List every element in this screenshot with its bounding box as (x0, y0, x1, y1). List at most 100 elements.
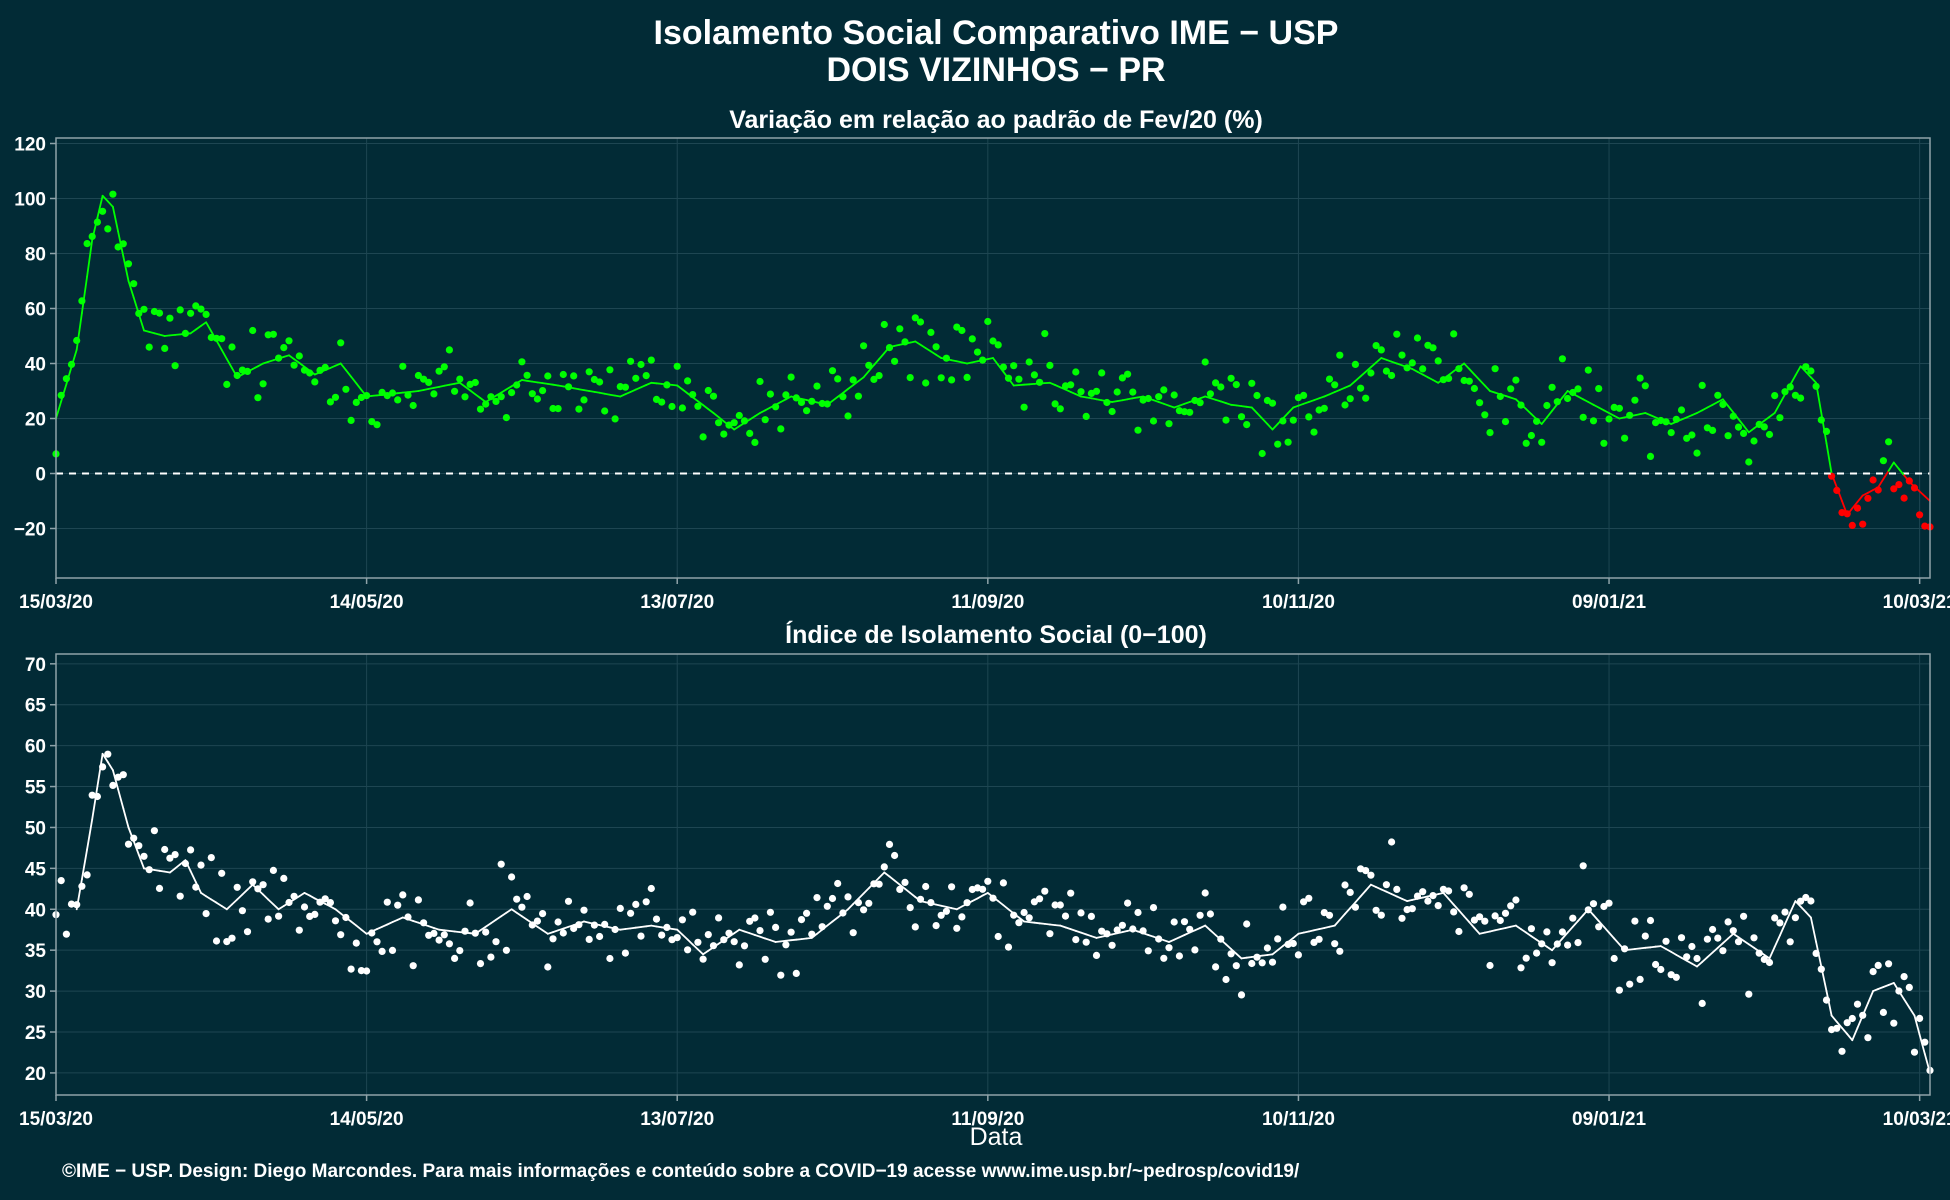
index-moving-average-segment-157 (888, 875, 896, 882)
variation-point-225 (1217, 383, 1225, 391)
index-point-125 (699, 955, 707, 963)
variation-point-302 (1615, 404, 1623, 412)
variation-point-56 (342, 385, 350, 393)
index-point-291 (1558, 928, 1566, 936)
index-point-78 (456, 947, 464, 955)
index-point-184 (1004, 943, 1013, 951)
index-moving-average-segment-290 (1577, 914, 1585, 922)
variation-point-360 (1916, 511, 1924, 519)
index-point-141 (782, 941, 790, 949)
index-moving-average-segment-94 (562, 925, 570, 930)
index-point-240 (1294, 951, 1302, 959)
variation-point-157 (865, 361, 873, 369)
index-moving-average-segment-12 (137, 853, 145, 870)
index-point-54 (331, 917, 340, 925)
index-moving-average-segment-190 (1059, 924, 1067, 929)
variation-point-222 (1201, 358, 1209, 366)
variation-point-176 (963, 373, 971, 381)
variation-moving-average-segment-110 (624, 390, 632, 396)
variation-point-47 (295, 352, 303, 360)
variation-point-357 (1900, 494, 1908, 502)
index-moving-average-segment-193 (1074, 930, 1082, 934)
variation-point-20 (155, 309, 164, 317)
index-moving-average-segment-31 (236, 893, 244, 901)
index-point-31 (212, 937, 221, 945)
variation-x-tick-label-3: 11/09/20 (951, 592, 1024, 613)
index-y-tick-label-10: 70 (25, 655, 46, 676)
index-moving-average-segment-118 (686, 938, 694, 946)
index-point-254 (1367, 871, 1375, 879)
index-moving-average-segment-254 (1390, 893, 1398, 898)
index-point-242 (1305, 894, 1313, 902)
variation-moving-average-segment-313 (1675, 418, 1683, 423)
index-point-14 (124, 840, 133, 848)
index-moving-average-segment-29 (225, 903, 233, 911)
variation-point-264 (1419, 365, 1427, 373)
index-point-265 (1424, 897, 1432, 905)
index-moving-average-segment-9 (122, 807, 130, 829)
index-moving-average-segment-27 (215, 901, 223, 907)
variation-point-142 (787, 373, 795, 381)
index-point-122 (684, 946, 692, 954)
index-moving-average-segment-20 (179, 859, 187, 866)
index-point-234 (1263, 944, 1271, 952)
index-moving-average-segment-130 (748, 932, 756, 936)
variation-point-289 (1548, 383, 1556, 391)
index-moving-average-segment-264 (1442, 892, 1450, 900)
variation-moving-average-segment-33 (225, 357, 233, 370)
variation-point-77 (451, 387, 459, 395)
variation-moving-average-segment-166 (914, 340, 922, 346)
variation-moving-average-segment-298 (1597, 406, 1605, 412)
variation-point-249 (1341, 401, 1349, 409)
variation-point-242 (1305, 413, 1313, 421)
variation-point-151 (834, 375, 842, 383)
variation-point-351 (1869, 476, 1877, 484)
index-moving-average-segment-353 (1903, 998, 1911, 1009)
variation-moving-average-segment-217 (1178, 402, 1186, 407)
variation-point-298 (1595, 385, 1603, 393)
variation-moving-average-segment-358 (1908, 480, 1916, 488)
index-point-338 (1802, 893, 1810, 902)
index-moving-average-segment-124 (717, 939, 725, 945)
index-moving-average-segment-214 (1183, 931, 1191, 936)
index-point-29 (202, 910, 210, 918)
variation-moving-average-segment-3 (70, 348, 78, 368)
variation-moving-average-segment-255 (1375, 357, 1383, 364)
variation-point-74 (435, 367, 443, 375)
variation-y-tick-label-1: 0 (35, 465, 46, 486)
index-point-24 (176, 892, 184, 900)
variation-point-107 (606, 366, 614, 374)
index-point-320 (1709, 925, 1717, 934)
variation-point-223 (1206, 390, 1214, 398)
variation-point-67 (399, 362, 407, 370)
variation-moving-average-segment-270 (1452, 366, 1460, 373)
variation-moving-average-segment-35 (236, 373, 244, 379)
index-point-224 (1212, 963, 1220, 971)
variation-moving-average-segment-212 (1152, 399, 1160, 403)
index-point-107 (606, 954, 614, 963)
variation-moving-average-segment-150 (831, 395, 839, 402)
variation-point-150 (828, 367, 837, 375)
variation-moving-average-segment-280 (1504, 394, 1512, 399)
index-y-tick-label-9: 65 (25, 696, 47, 717)
index-point-334 (1781, 908, 1789, 916)
variation-moving-average-segment-324 (1732, 411, 1740, 421)
index-point-310 (1657, 965, 1665, 974)
index-point-35 (233, 883, 241, 891)
index-moving-average-segment-95 (567, 924, 575, 928)
variation-moving-average-segment-256 (1380, 357, 1388, 361)
variation-point-219 (1186, 408, 1194, 416)
variation-moving-average-segment-130 (728, 424, 736, 431)
variation-point-194 (1056, 405, 1064, 413)
variation-moving-average-segment-6 (86, 238, 94, 278)
variation-moving-average-segment-293 (1571, 392, 1579, 398)
index-point-344 (1833, 1024, 1841, 1032)
variation-point-39 (254, 394, 262, 402)
index-point-96 (549, 935, 557, 943)
variation-moving-average-segment-138 (769, 403, 777, 409)
variation-moving-average-segment-168 (924, 347, 932, 353)
variation-moving-average-segment-11 (112, 205, 119, 233)
index-moving-average-segment-84 (510, 908, 518, 914)
index-point-137 (761, 955, 769, 963)
index-point-306 (1636, 975, 1644, 984)
